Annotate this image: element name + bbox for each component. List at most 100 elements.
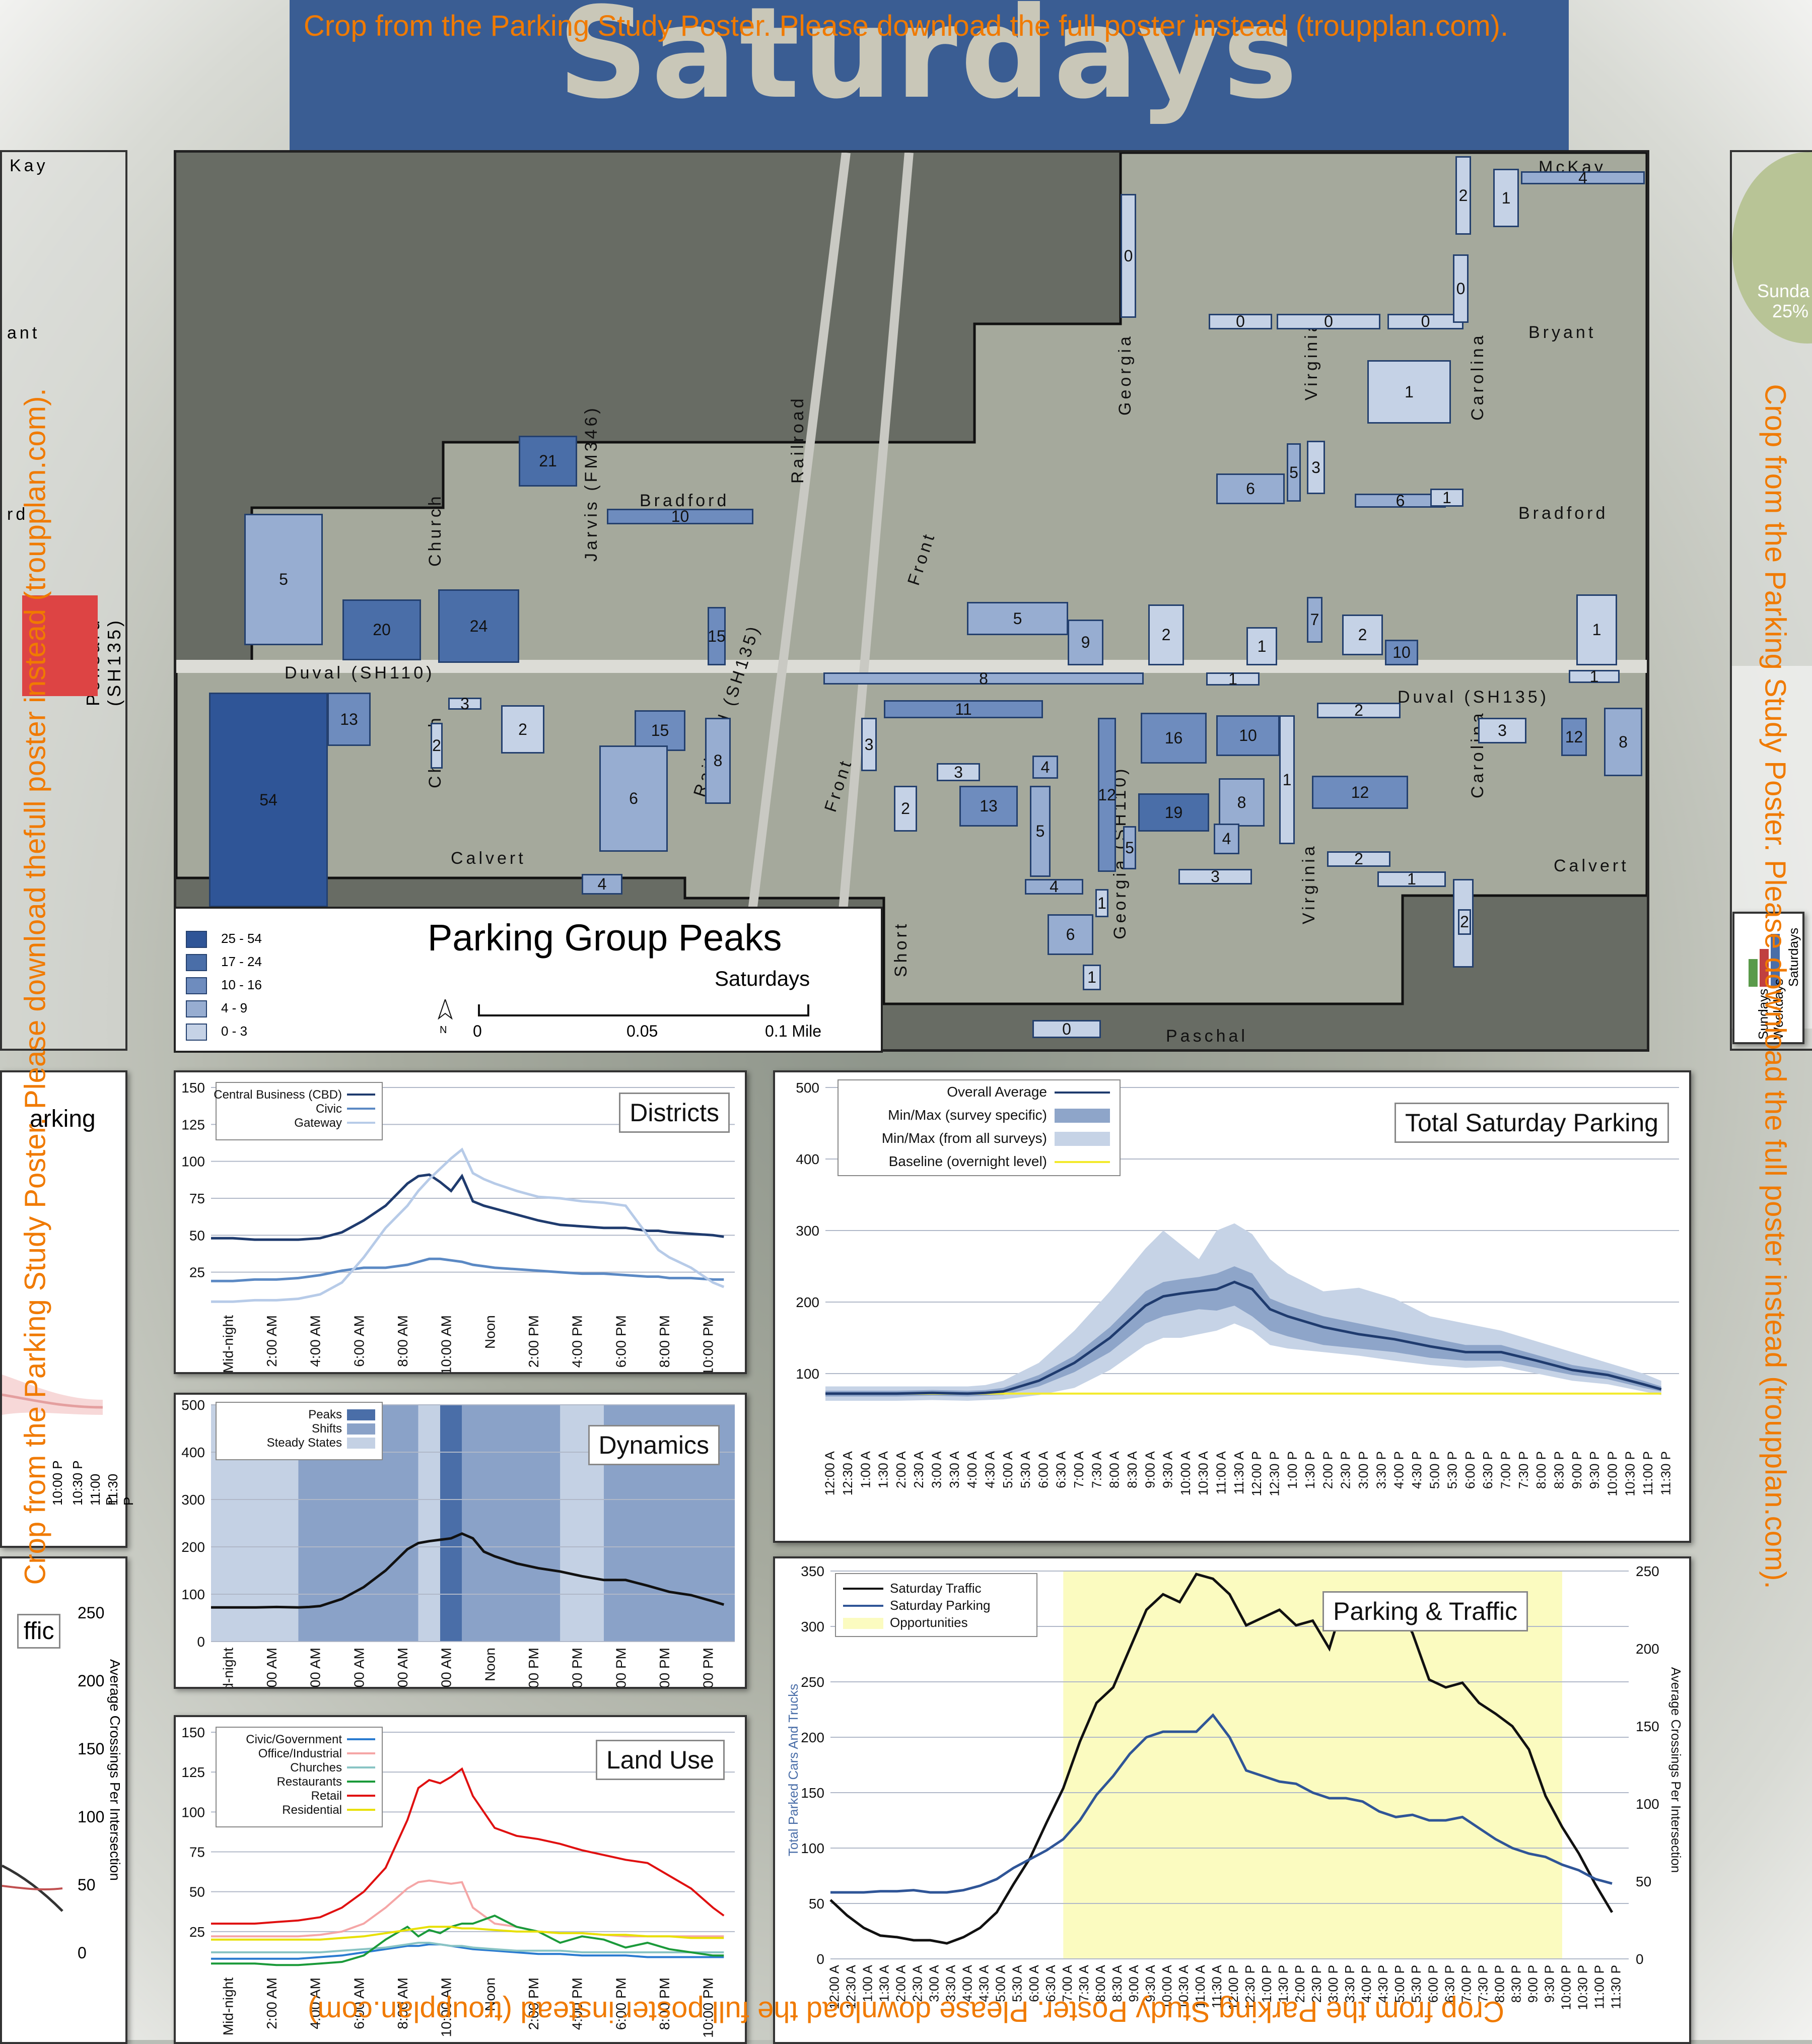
parking-lot: 6 xyxy=(1216,473,1285,504)
traffic-legend-label: Opportunities xyxy=(890,1615,968,1630)
landuse-y-tick: 75 xyxy=(189,1845,205,1860)
street-label: Carolina xyxy=(1468,332,1487,421)
street-label: Calvert xyxy=(1554,856,1629,875)
right-fragment-sunday: Sunda xyxy=(1757,281,1810,301)
map-subtitle: Saturdays xyxy=(715,967,810,990)
traffic-x-tick: 9:30 P xyxy=(1542,1965,1557,2003)
legend-bar-saturdays xyxy=(1771,934,1780,987)
street-label: Duval (SH110) xyxy=(285,663,435,683)
map-legend: Parking Group Peaks Saturdays 25 - 54 17 … xyxy=(174,907,883,1053)
districts-y-tick: 25 xyxy=(189,1265,205,1280)
landuse-x-tick: 8:00 AM xyxy=(395,1978,410,2029)
districts-y-tick: 100 xyxy=(181,1154,205,1170)
traffic-x-tick: 8:30 P xyxy=(1508,1965,1523,2003)
traffic-x-tick: 10:00 P xyxy=(1558,1965,1573,2010)
parking-lot: 4 xyxy=(1521,169,1645,187)
parking-lot: 1 xyxy=(1377,870,1446,888)
traffic-x-tick: 7:30 A xyxy=(1076,1964,1091,2002)
total-x-tick: 5:00 P xyxy=(1427,1451,1442,1489)
total-x-tick: 4:30 P xyxy=(1409,1451,1424,1489)
dynamics-series-line xyxy=(211,1532,725,1609)
total-x-tick: 6:30 A xyxy=(1054,1451,1069,1488)
parking-lot: 3 xyxy=(448,695,481,713)
traffic-x-tick: 6:30 P xyxy=(1442,1965,1457,2003)
street-label: Jarvis (FM346) xyxy=(582,405,601,562)
traffic-x-tick: 2:30 P xyxy=(1309,1965,1324,2003)
dynamics-x-tick: 2:00 PM xyxy=(526,1648,541,1687)
districts-x-tick: 2:00 AM xyxy=(264,1315,280,1367)
districts-x-tick: 6:00 PM xyxy=(613,1315,629,1368)
landuse-x-tick: Noon xyxy=(482,1978,498,2011)
traffic-x-tick: 2:00 A xyxy=(893,1964,909,2002)
street-label: Calvert xyxy=(451,849,526,868)
total-y-tick: 200 xyxy=(796,1294,819,1310)
warning-bottom: Crop from the Parking Study Poster. Plea… xyxy=(307,1995,1505,2028)
landuse-x-tick: 6:00 PM xyxy=(613,1978,629,2030)
districts-x-tick: 8:00 AM xyxy=(395,1315,410,1367)
map-legend-swatch xyxy=(186,954,207,971)
dynamics-x-tick: 6:00 AM xyxy=(351,1648,367,1687)
parking-lot: 5 xyxy=(1030,786,1051,877)
landuse-x-tick: Mid-night xyxy=(220,1978,236,2035)
total-x-tick: 10:00 P xyxy=(1605,1451,1620,1496)
landuse-legend-label: Churches xyxy=(290,1761,342,1775)
dynamics-y-tick: 400 xyxy=(181,1445,205,1460)
parking-series-line xyxy=(830,1713,1613,1894)
traffic-x-tick: 5:30 A xyxy=(1010,1964,1025,2002)
parking-lot: 10 xyxy=(1385,640,1418,665)
total-x-tick: 9:00 A xyxy=(1142,1451,1157,1488)
total-x-tick: 11:00 A xyxy=(1214,1451,1229,1494)
left-axis-50: 50 xyxy=(78,1876,96,1894)
total-x-tick: 9:00 P xyxy=(1569,1451,1584,1489)
right-fragment-percent: 25% xyxy=(1772,301,1809,321)
dynamics-band xyxy=(418,1405,440,1642)
parking-lot: 0 xyxy=(1277,312,1380,330)
north-arrow-icon xyxy=(437,997,453,1020)
districts-y-tick: 125 xyxy=(181,1117,205,1132)
map-legend-row: 17 - 24 xyxy=(186,952,337,972)
districts-y-tick: 150 xyxy=(181,1080,205,1096)
traffic-ylabel-left: Total Parked Cars And Trucks xyxy=(786,1684,801,1856)
landuse-x-tick: 6:00 AM xyxy=(351,1978,367,2029)
total-x-tick: 8:00 P xyxy=(1534,1451,1549,1489)
banner-title: Saturdays xyxy=(557,0,1301,126)
districts-y-tick: 50 xyxy=(189,1228,205,1243)
landuse-x-tick: 2:00 PM xyxy=(526,1978,541,2030)
districts-legend-box xyxy=(216,1082,383,1140)
traffic-x-tick: 12:30 A xyxy=(844,1964,859,2009)
parking-lot: 1 xyxy=(1083,965,1101,990)
parking-lot: 12 xyxy=(1561,718,1587,756)
landuse-series-line xyxy=(211,1926,724,1941)
total-x-tick: 1:00 A xyxy=(858,1451,873,1488)
traffic-opportunities xyxy=(1063,1571,1562,1959)
landuse-legend-label: Restaurants xyxy=(277,1775,342,1789)
dynamics-y-tick: 500 xyxy=(181,1397,205,1413)
traffic-y-tick: 200 xyxy=(801,1730,824,1745)
dynamics-band xyxy=(462,1405,561,1642)
traffic-y2-tick: 50 xyxy=(1636,1874,1651,1889)
traffic-x-tick: 4:30 A xyxy=(977,1964,992,2002)
parking-lot: 1 xyxy=(1246,627,1277,665)
traffic-y2-tick: 0 xyxy=(1636,1951,1644,1967)
parking-lot: 5 xyxy=(967,602,1068,635)
parking-lot: 6 xyxy=(1048,914,1093,955)
landuse-title: Land Use xyxy=(595,1740,725,1780)
total-x-tick: 12:00 P xyxy=(1249,1451,1264,1496)
scale-bar xyxy=(478,1004,809,1016)
total-x-tick: 8:30 A xyxy=(1125,1451,1140,1488)
total-y-tick: 500 xyxy=(796,1080,819,1096)
dynamics-x-tick: 4:00 PM xyxy=(570,1648,585,1687)
map-layer: Duval (SH110) Duval (SH135) Bradford Bradfo… xyxy=(176,153,1647,1049)
districts-legend-label: Central Business (CBD) xyxy=(214,1088,342,1102)
traffic-y-tick: 350 xyxy=(801,1563,824,1579)
parking-lot: 1 xyxy=(1206,670,1260,688)
total-x-tick: 10:00 A xyxy=(1178,1451,1193,1495)
traffic-x-tick: 5:00 P xyxy=(1392,1965,1407,2003)
traffic-x-tick: 12:00 A xyxy=(827,1964,842,2009)
total-parking-chart: 500 400 300 200 100 12:00 A 12:30 A 1:00 A 1:30 … xyxy=(773,1070,1691,1543)
left-fragment-traffic: ffic xyxy=(17,1614,61,1649)
traffic-x-tick: 9:00 P xyxy=(1525,1965,1540,2003)
landuse-y-tick: 100 xyxy=(181,1804,205,1820)
